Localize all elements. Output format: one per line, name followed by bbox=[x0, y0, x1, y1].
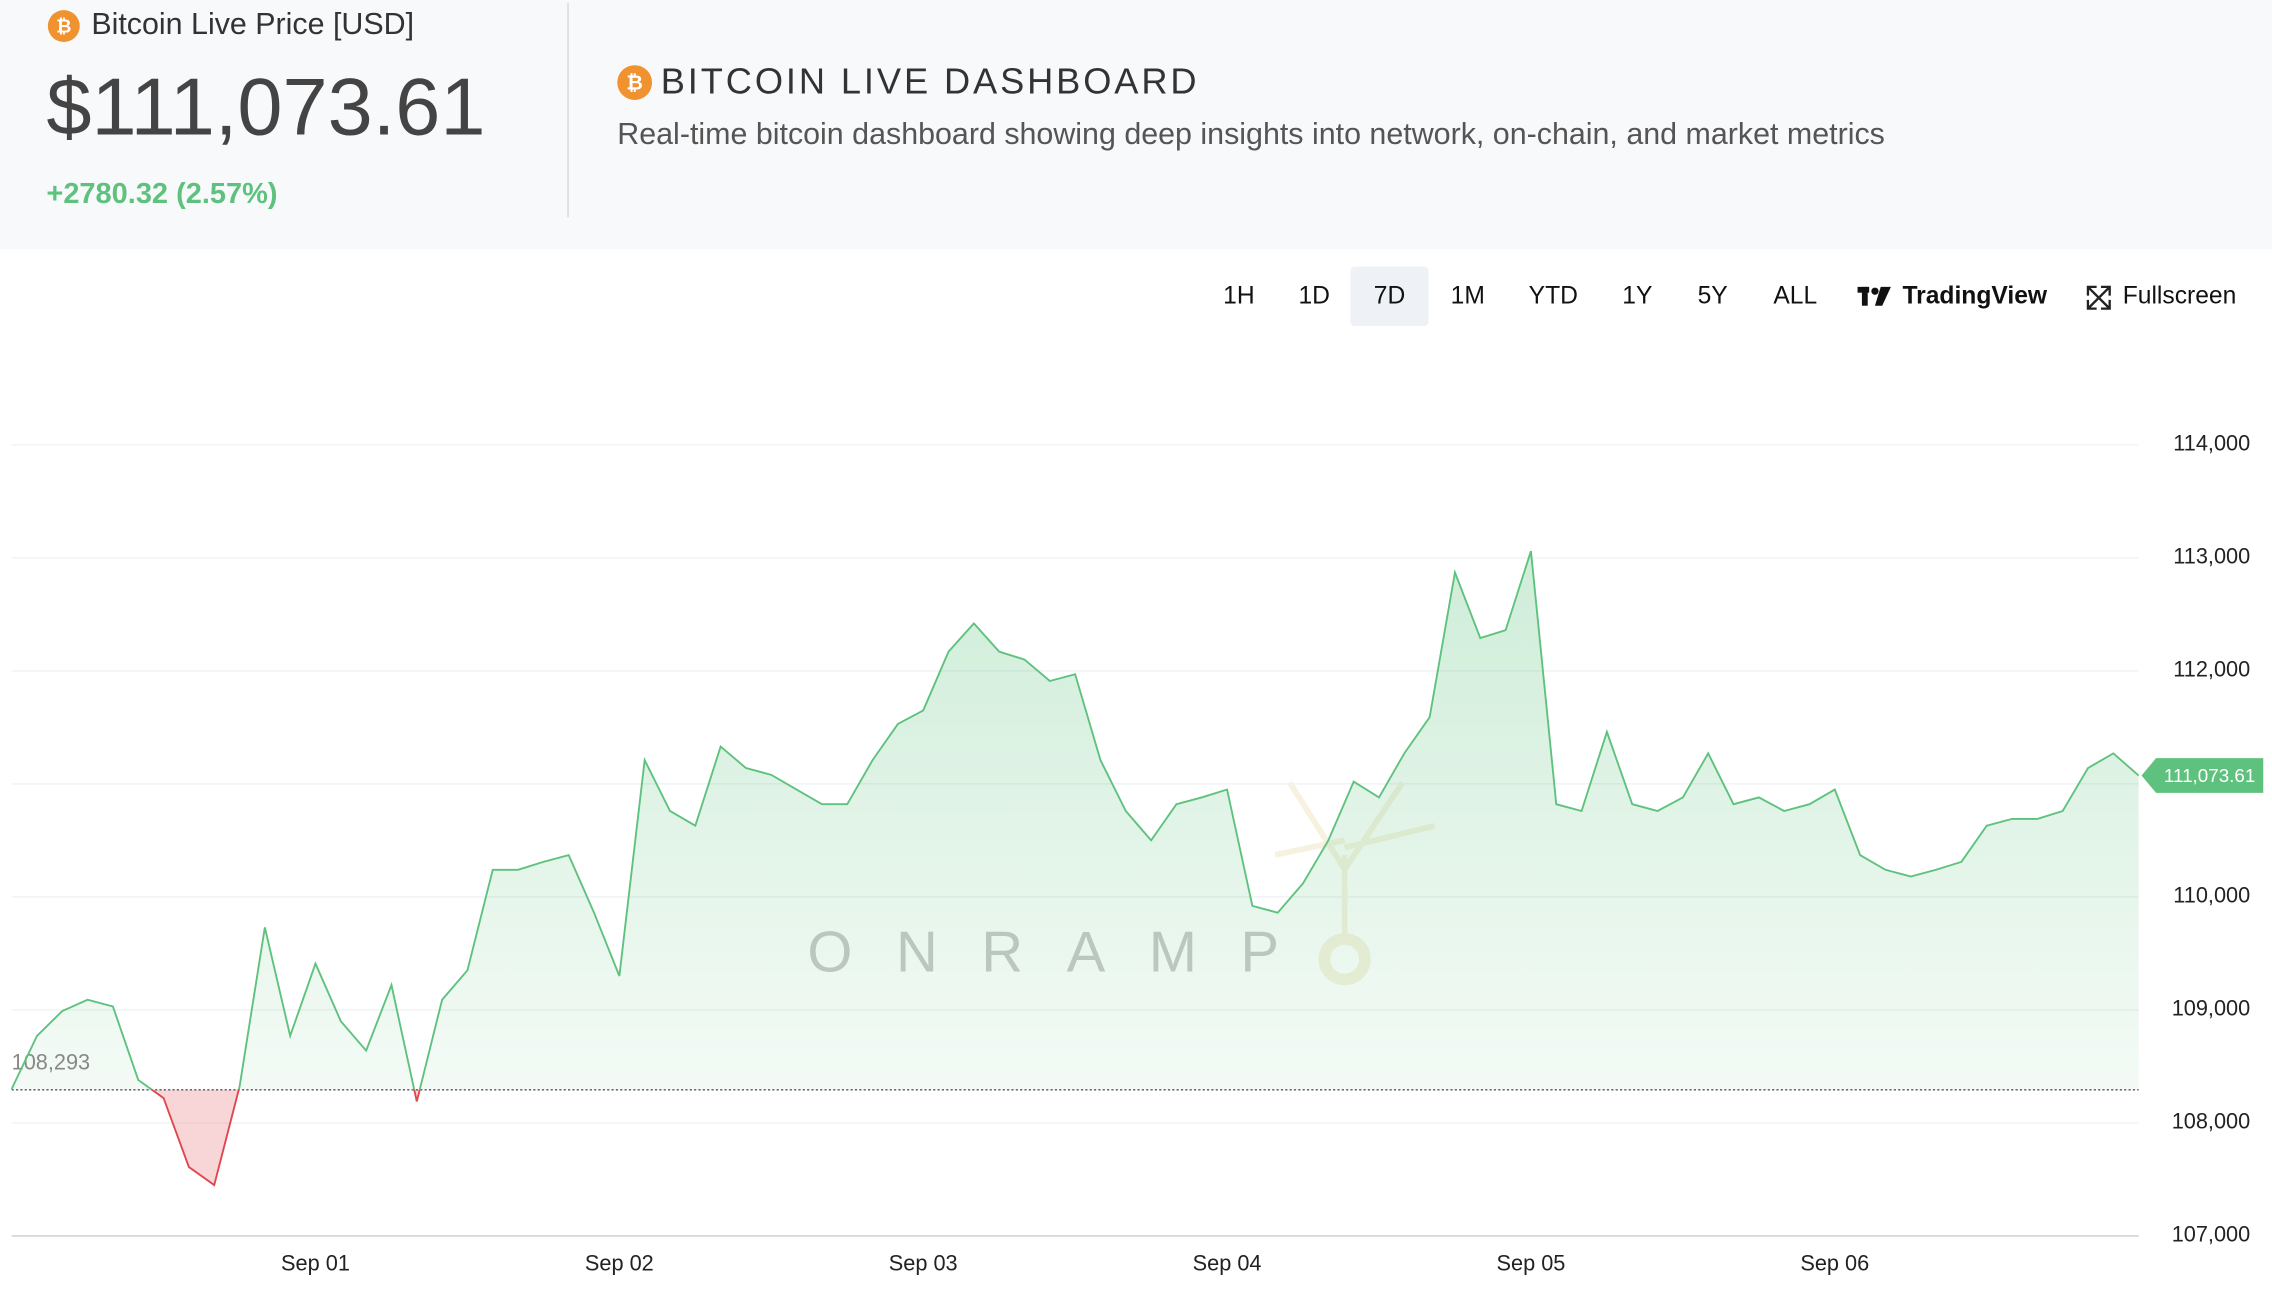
fullscreen-icon bbox=[2086, 285, 2111, 310]
range-button[interactable]: 1H bbox=[1223, 283, 1254, 310]
y-tick-label: 114,000 bbox=[2173, 431, 2250, 456]
btc-icon: ₿ bbox=[47, 10, 80, 43]
price-line-up bbox=[10, 550, 2140, 1090]
btc-icon: ₿ bbox=[617, 65, 653, 100]
y-tick-label: 110,000 bbox=[2173, 883, 2250, 908]
range-button[interactable]: 5Y bbox=[1698, 283, 1728, 310]
x-tick-label: Sep 04 bbox=[1193, 1251, 1262, 1276]
svg-text:₿: ₿ bbox=[626, 72, 643, 94]
fullscreen-button[interactable]: Fullscreen bbox=[2123, 283, 2237, 310]
price-change: +2780.32 (2.57%) bbox=[46, 178, 277, 210]
area-up bbox=[11, 551, 2139, 1090]
range-selected-bg bbox=[1350, 266, 1429, 327]
dashboard-subtitle: Real-time bitcoin dashboard showing deep… bbox=[617, 117, 1885, 151]
y-tick-label: 113,000 bbox=[2173, 544, 2250, 569]
last-price-label: 111,073.61 bbox=[2164, 765, 2255, 786]
last-price-tag bbox=[2141, 758, 2264, 793]
range-button[interactable]: YTD bbox=[1529, 283, 1578, 310]
x-tick-label: Sep 03 bbox=[889, 1251, 958, 1276]
y-tick-label: 108,000 bbox=[2172, 1109, 2251, 1134]
x-tick-label: Sep 05 bbox=[1497, 1251, 1566, 1276]
tradingview-link[interactable]: TradingView bbox=[1902, 283, 2047, 310]
range-button[interactable]: 7D bbox=[1374, 283, 1405, 310]
range-button[interactable]: ALL bbox=[1773, 283, 1817, 310]
price-title: Bitcoin Live Price [USD] bbox=[91, 7, 414, 41]
x-tick-label: Sep 01 bbox=[281, 1251, 350, 1276]
tradingview-logo bbox=[1857, 286, 1891, 306]
baseline-label: 108,293 bbox=[12, 1049, 91, 1074]
x-tick-label: Sep 06 bbox=[1800, 1251, 1869, 1276]
area-down bbox=[11, 1089, 2139, 1186]
range-button[interactable]: 1M bbox=[1451, 283, 1485, 310]
range-button[interactable]: 1D bbox=[1298, 283, 1329, 310]
dashboard-title: BITCOIN LIVE DASHBOARD bbox=[661, 61, 1200, 102]
header-bg bbox=[0, 0, 2272, 250]
y-tick-label: 112,000 bbox=[2173, 657, 2250, 682]
price: $111,073.61 bbox=[46, 62, 485, 152]
y-tick-label: 109,000 bbox=[2172, 996, 2251, 1021]
range-button[interactable]: 1Y bbox=[1622, 283, 1652, 310]
x-tick-label: Sep 02 bbox=[585, 1251, 654, 1276]
svg-text:₿: ₿ bbox=[56, 15, 71, 36]
y-tick-label: 107,000 bbox=[2172, 1222, 2251, 1247]
